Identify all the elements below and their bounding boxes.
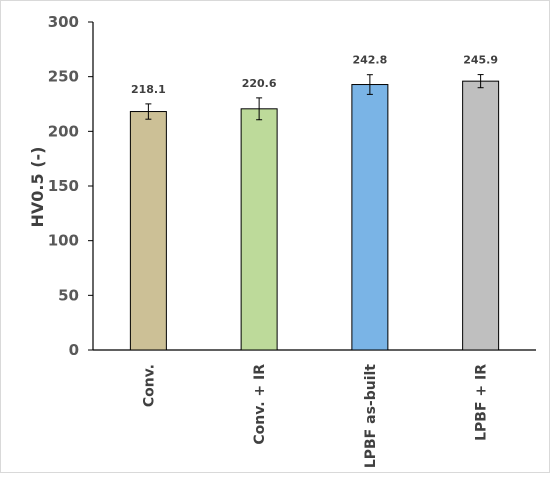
y-tick-label: 100: [48, 232, 79, 250]
data-label: 218.1: [131, 83, 166, 96]
y-tick-label: 200: [48, 122, 79, 140]
bar: [240, 108, 278, 351]
x-tick-label: Conv.: [141, 364, 157, 407]
error-bars: [145, 74, 484, 121]
y-tick-label: 50: [58, 286, 79, 304]
y-tick-label: 300: [48, 13, 79, 31]
y-axis-title: HV0.5 (-): [28, 147, 47, 228]
y-tick-label: 150: [48, 177, 79, 195]
data-labels: 218.1 220.6 242.8 245.9: [131, 54, 498, 96]
y-ticks: 0 50 100 150 200 250 300: [48, 13, 93, 359]
x-tick-label: Conv. + IR: [252, 364, 268, 445]
bar: [351, 84, 389, 351]
data-label: 242.8: [352, 54, 387, 67]
bar: [129, 111, 167, 351]
bars: [129, 80, 500, 351]
data-label: 245.9: [463, 54, 498, 67]
y-tick-label: 250: [48, 68, 79, 86]
x-tick-label: LPBF as-built: [363, 364, 379, 468]
x-tick-labels: Conv. Conv. + IR LPBF as-built LPBF + IR: [141, 364, 489, 468]
data-label: 220.6: [242, 77, 277, 90]
y-tick-label: 0: [69, 341, 79, 359]
x-tick-label: LPBF + IR: [474, 364, 490, 441]
bar: [462, 80, 500, 351]
